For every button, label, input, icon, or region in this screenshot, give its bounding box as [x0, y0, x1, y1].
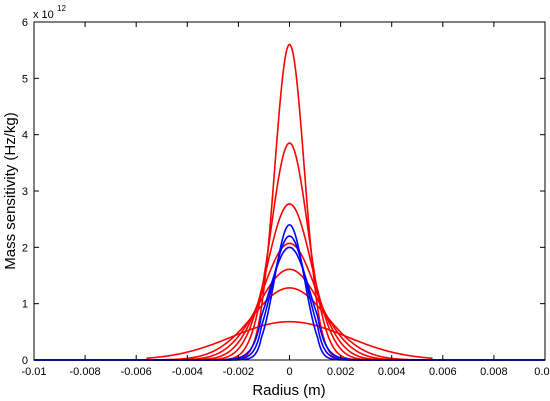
y-exponent-power: 12	[57, 4, 66, 13]
y-tick-label: 5	[22, 73, 28, 85]
x-tick-label: 0.008	[480, 366, 508, 378]
y-axis-label: Mass sensitivity (Hz/kg)	[2, 112, 19, 270]
x-tick-label: 0.004	[378, 366, 406, 378]
y-tick-label: 4	[22, 130, 28, 142]
x-axis-ticks: -0.01 -0.008 -0.006 -0.004 -0.002 0 0.002 0.004…	[21, 22, 550, 378]
x-tick-label: 0	[286, 366, 292, 378]
x-tick-label: -0.01	[21, 366, 46, 378]
y-tick-label: 6	[22, 17, 28, 29]
y-tick-label: 3	[22, 186, 28, 198]
y-axis-ticks: 0 1 2 3 4 5 6	[22, 17, 545, 367]
x-tick-label: -0.008	[69, 366, 100, 378]
x-axis-label: Radius (m)	[252, 382, 325, 399]
x-tick-label: -0.002	[223, 366, 254, 378]
red-sensitivity-curve	[146, 287, 433, 361]
x-tick-label: -0.006	[121, 366, 152, 378]
red-sensitivity-curve	[146, 268, 433, 361]
x-tick-label: 0.01	[534, 366, 550, 378]
x-tick-label: -0.004	[172, 366, 203, 378]
red-sensitivity-curve	[146, 320, 433, 360]
plot-area	[34, 22, 545, 360]
y-tick-label: 2	[22, 242, 28, 254]
y-exponent-base: x 10	[33, 9, 54, 21]
x-tick-label: 0.006	[429, 366, 457, 378]
y-tick-label: 1	[22, 299, 28, 311]
x-tick-label: 0.002	[327, 366, 355, 378]
y-tick-label: 0	[22, 355, 28, 367]
